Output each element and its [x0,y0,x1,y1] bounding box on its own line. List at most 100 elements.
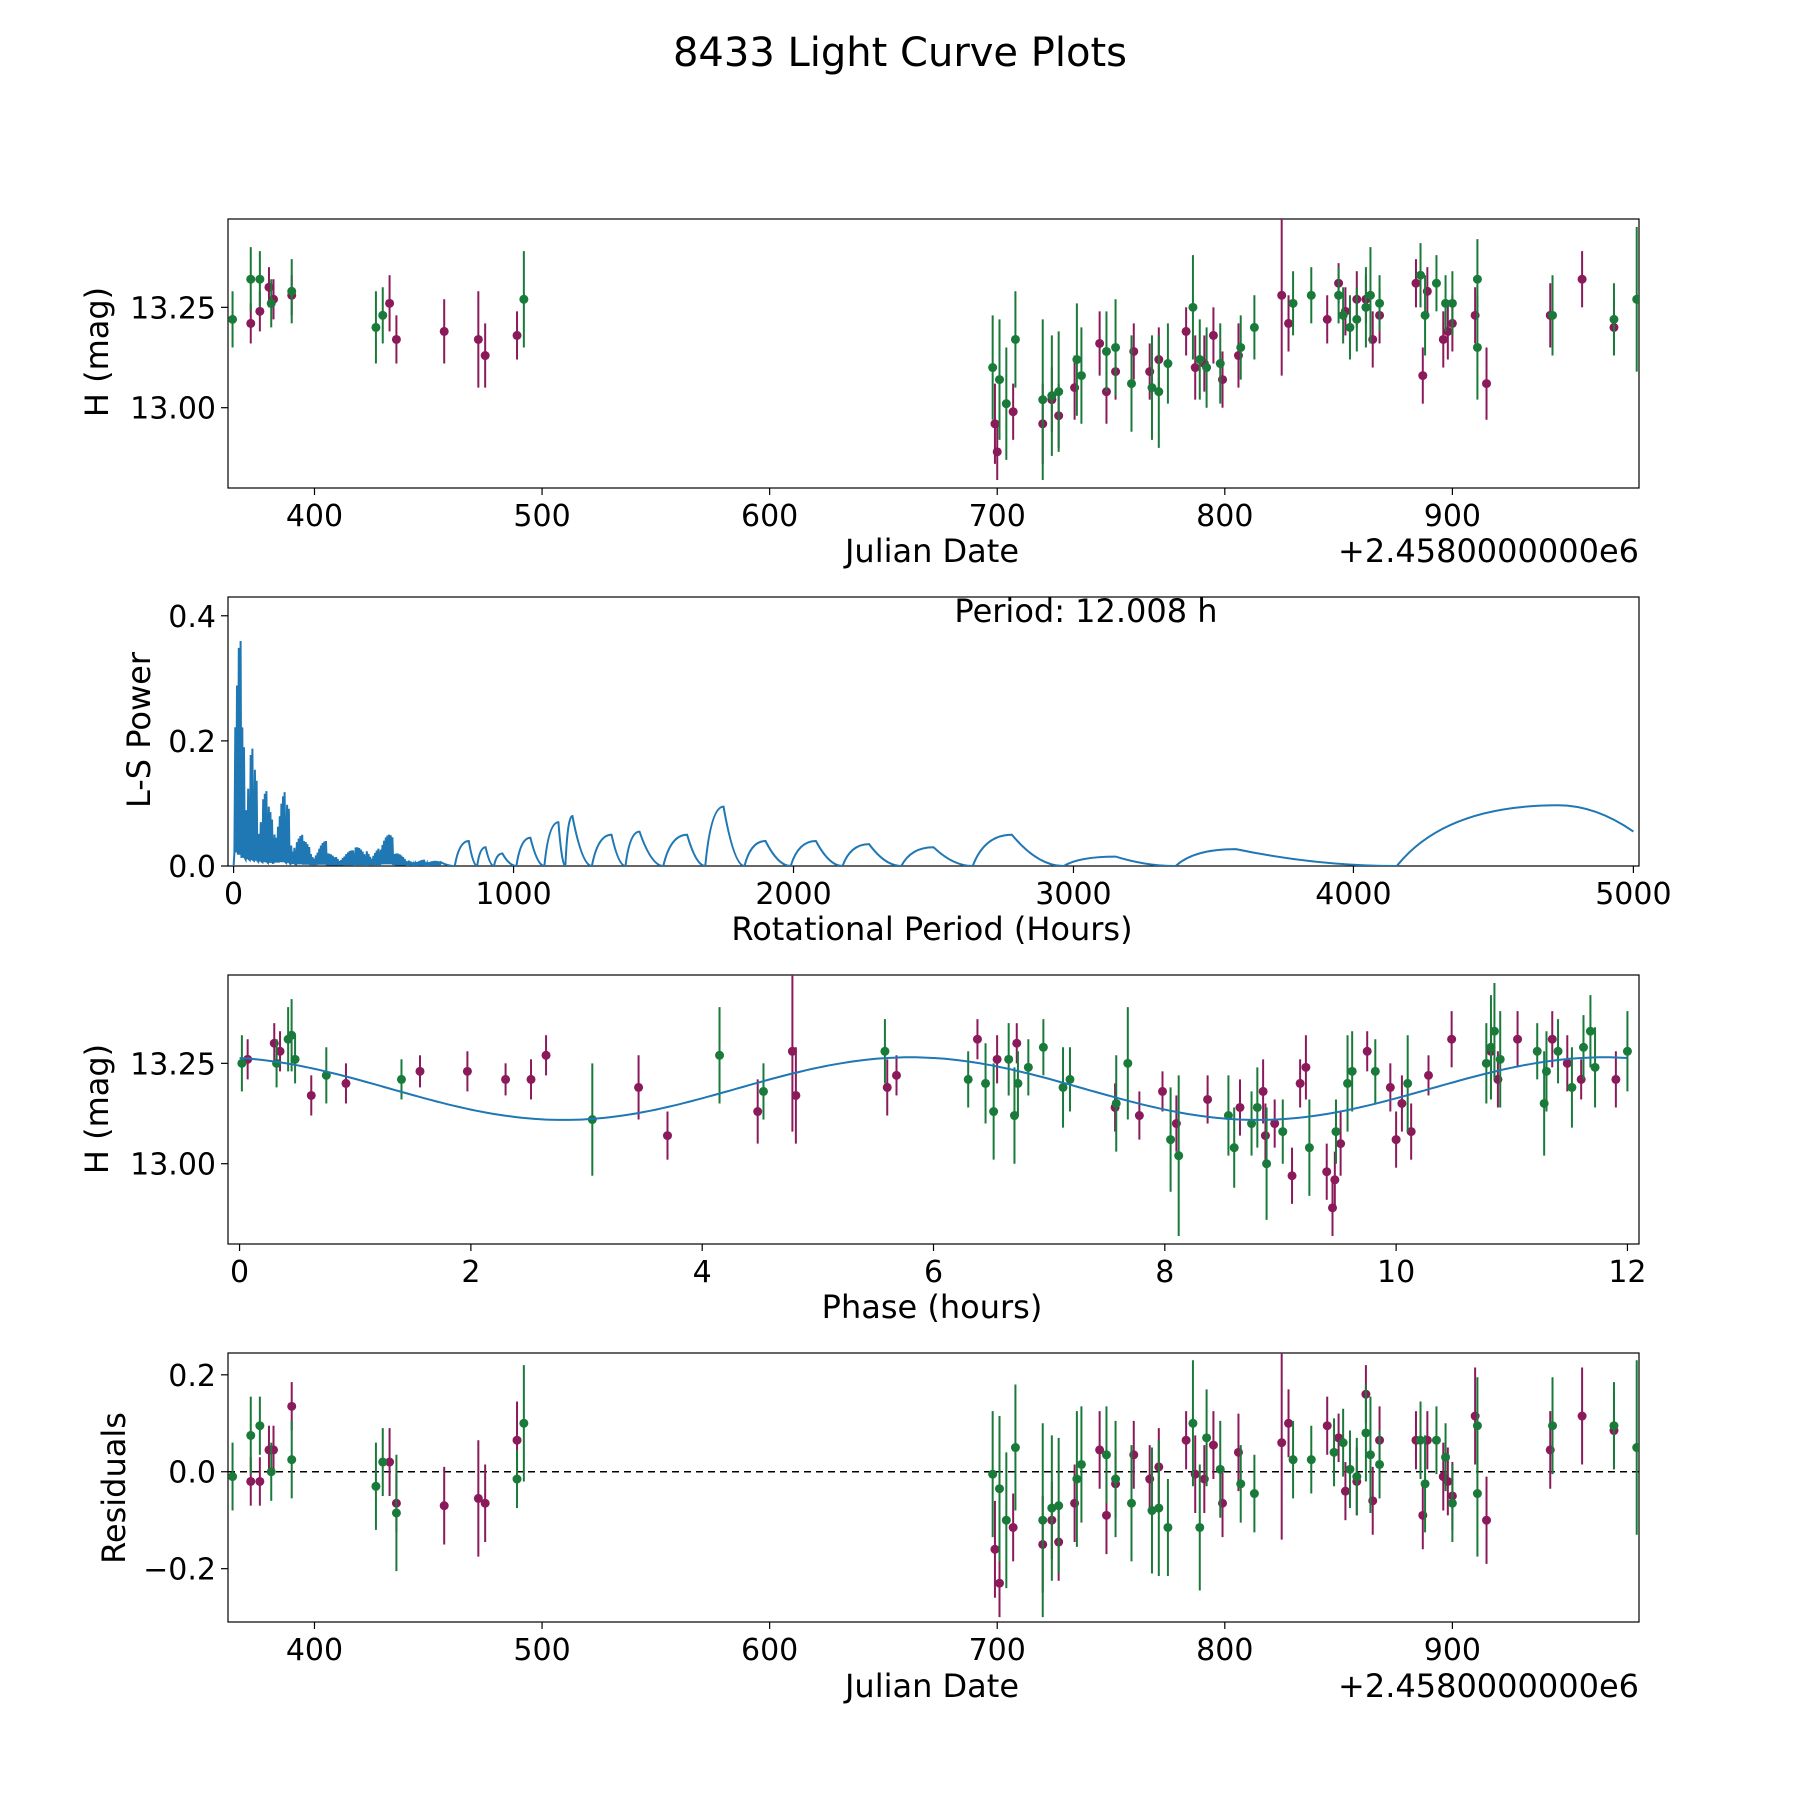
phase-data-point [1532,1046,1542,1056]
phase-data-point [662,1131,672,1141]
phase-data-point [1247,1119,1257,1129]
res-data-point [439,1501,449,1511]
res-data-point [246,1476,256,1486]
res-data-point [994,1578,1004,1588]
res-data-point [990,1544,1000,1554]
res-data-point [480,1498,490,1508]
phase-data-point [275,1046,285,1056]
phase-data-point [963,1074,973,1084]
phase-data-point [1278,1127,1288,1137]
lc-data-point [1054,387,1064,397]
res-data-point [1010,1443,1020,1453]
phase-model-curve [239,1056,1628,1121]
phase-data-point [1262,1159,1272,1169]
lc-data-point [1154,387,1164,397]
res-y-tick-label: −0.2 [143,1553,216,1588]
phase-data-point [1495,1054,1505,1064]
residuals-panel: +2.4580000000e6 Julian Date Residuals 40… [95,1352,1640,1705]
lc-data-point [439,326,449,336]
res-data-point [1322,1421,1332,1431]
lc-data-point [246,318,256,328]
lc-data-point [473,334,483,344]
phase-data-point [1553,1046,1563,1056]
lc-y-axis-label: H (mag) [78,287,116,417]
phase-data-point [634,1082,644,1092]
lc-data-point [1411,278,1421,288]
phase-data-point [1585,1026,1595,1036]
lc-data-point [378,310,388,320]
phase-data-point [462,1066,472,1076]
res-data-point [473,1493,483,1503]
res-data-point [371,1481,381,1491]
phase-data-point [791,1090,801,1100]
lc-data-point [1038,395,1048,405]
phase-data-point [1391,1135,1401,1145]
lc-data-point [1416,270,1426,280]
res-data-point [1111,1474,1121,1484]
phase-data-point [1174,1151,1184,1161]
res-data-point [1472,1489,1482,1499]
res-data-point [1277,1438,1287,1448]
phased-light-curve-panel: Phase (hours) H (mag) 0 2 4 6 8 10 12 13.00 13.2… [78,974,1647,1326]
res-data-point [1076,1459,1086,1469]
phase-data-point [237,1058,247,1068]
lc-data-point [1249,322,1259,332]
phase-data-point [1260,1131,1270,1141]
phase-data-point [1362,1046,1372,1056]
lc-data-point [480,351,490,361]
phase-data-point [1157,1086,1167,1096]
figure-title: 8433 Light Curve Plots [673,30,1127,76]
lc-data-point [1126,379,1136,389]
ls-data-layer [232,640,1634,866]
lc-x-offset-text: +2.4580000000e6 [1338,532,1639,570]
lc-data-point [992,447,1002,457]
lc-data-point [1208,330,1218,340]
lc-data-point [371,322,381,332]
lc-data-point [1482,379,1492,389]
phase-data-point [1611,1074,1621,1084]
ls-x-tick-label: 4000 [1315,877,1391,912]
lc-data-point [1147,383,1157,393]
phase-plot-frame [227,974,1640,1245]
res-data-point [1008,1522,1018,1532]
lc-data-point [1010,334,1020,344]
ls-x-tick-label: 3000 [1035,877,1111,912]
lc-data-point [1418,371,1428,381]
lc-data-point [1181,326,1191,336]
lc-data-point [1632,294,1639,304]
lc-data-point [1375,298,1385,308]
phase-data-layer [237,975,1632,1236]
res-plot-frame [227,1352,1640,1623]
lc-data-point [1288,298,1298,308]
phase-data-point [1038,1042,1048,1052]
res-data-point [1632,1443,1639,1453]
lc-data-point [1284,318,1294,328]
lc-data-point [385,298,395,308]
lc-data-point [1236,342,1246,352]
res-data-point [1195,1522,1205,1532]
res-x-tick-label: 900 [1424,1633,1481,1668]
res-data-point [1482,1515,1492,1525]
lc-data-point [246,274,256,284]
phase-data-point [1287,1171,1297,1181]
res-data-point [266,1467,276,1477]
phase-x-tick-label: 12 [1608,1255,1646,1290]
phase-data-point [306,1090,316,1100]
phase-data-point [1004,1054,1014,1064]
phase-data-point [1235,1102,1245,1112]
phase-data-point [1270,1119,1280,1129]
lc-data-point [1202,363,1212,373]
phase-data-point [753,1107,763,1117]
phase-data-point [1547,1034,1557,1044]
lc-data-point [1609,314,1619,324]
phase-data-point [1058,1082,1068,1092]
lc-data-point [1047,391,1057,401]
phase-x-tick-label: 0 [230,1255,249,1290]
lc-data-point [1163,359,1173,369]
lc-data-point [519,294,529,304]
lc-data-point [1447,298,1457,308]
phase-data-point [341,1078,351,1088]
lc-data-point [1277,290,1287,300]
res-data-point [1577,1411,1587,1421]
